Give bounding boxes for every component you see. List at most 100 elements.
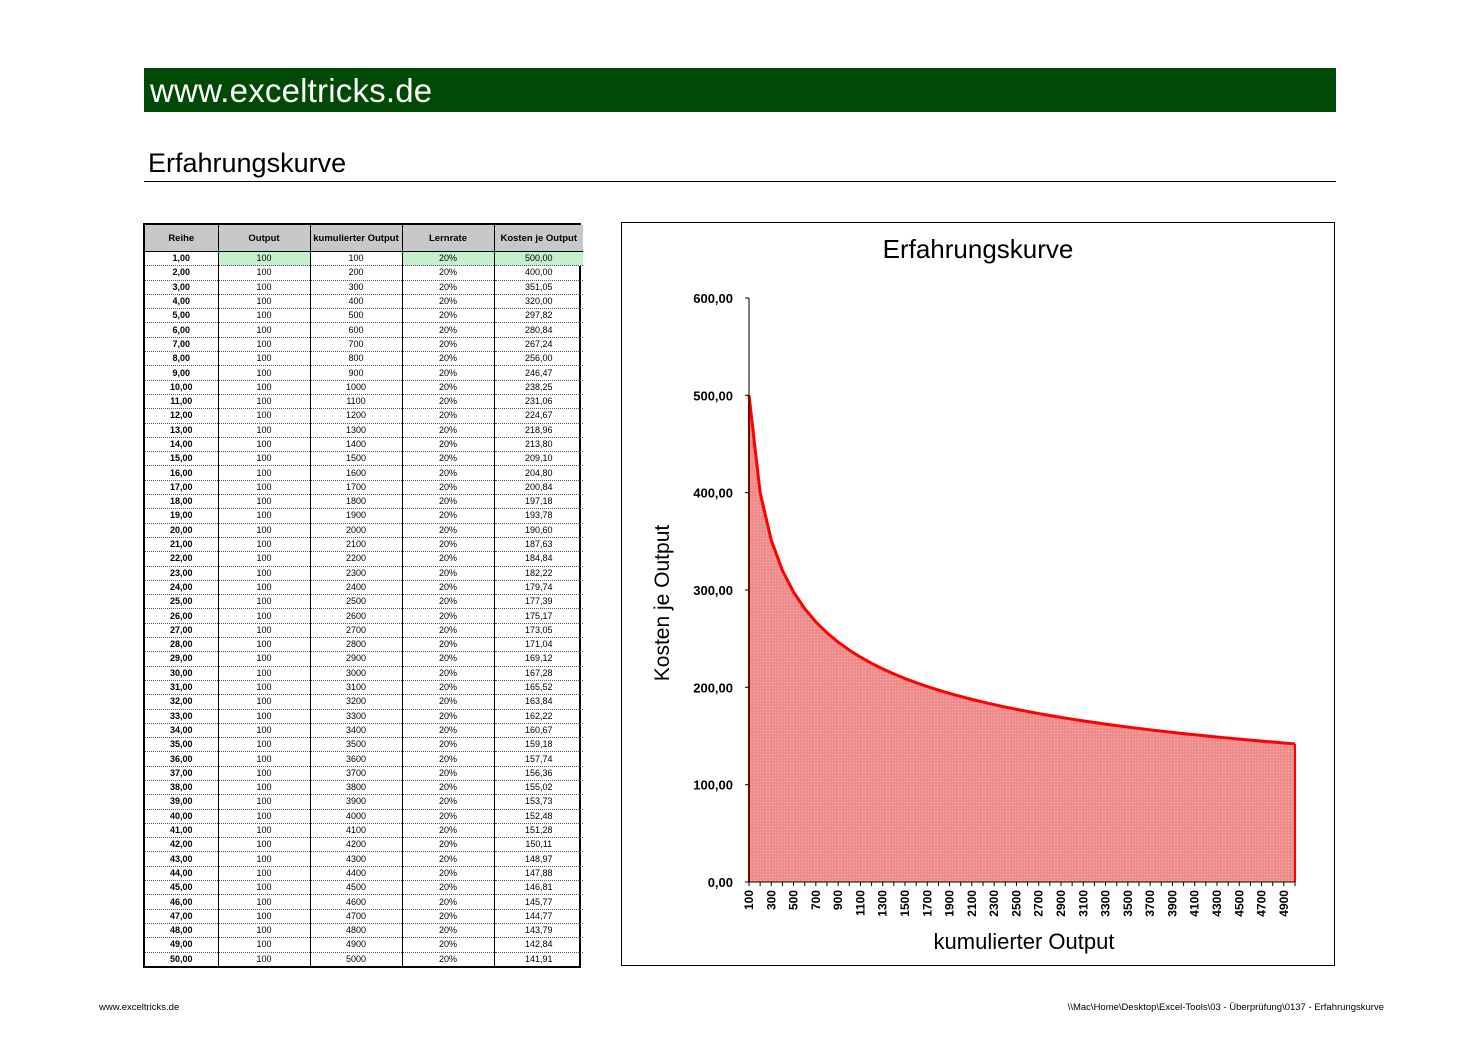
x-axis-label: kumulierter Output — [934, 929, 1115, 954]
site-banner: www.exceltricks.de — [144, 68, 1336, 112]
x-tick-label: 2500 — [1009, 890, 1023, 917]
cell-reihe: 13,00 — [145, 423, 219, 438]
cell-reihe: 49,00 — [145, 937, 219, 953]
footer-path: \\Mac\Home\Desktop\Excel-Tools\03 - Über… — [1067, 1002, 1384, 1013]
cell-kumulierter-output: 2700 — [310, 623, 403, 639]
table-row: 50,00 100 5000 20% 141,91 — [145, 952, 583, 966]
cell-kosten: 146,81 — [494, 880, 583, 896]
cell-kosten: 500,00 — [494, 251, 583, 267]
table-row: 27,00 100 2700 20% 173,05 — [145, 623, 583, 639]
cell-reihe: 27,00 — [145, 623, 219, 639]
cell-kosten: 167,28 — [494, 666, 583, 681]
title-divider — [144, 181, 1336, 182]
table-row: 20,00 100 2000 20% 190,60 — [145, 523, 583, 538]
table-row: 34,00 100 3400 20% 160,67 — [145, 723, 583, 739]
cell-reihe: 47,00 — [145, 909, 219, 924]
cell-kosten: 197,18 — [494, 494, 583, 510]
table-row: 49,00 100 4900 20% 142,84 — [145, 937, 583, 953]
cell-reihe: 16,00 — [145, 465, 219, 481]
cell-lernrate: 20% — [402, 923, 495, 939]
cell-kosten: 320,00 — [494, 294, 583, 310]
cell-lernrate: 20% — [402, 866, 495, 882]
cell-output: 100 — [218, 251, 311, 267]
cell-kosten: 177,39 — [494, 594, 583, 610]
cell-output: 100 — [218, 637, 311, 653]
cell-reihe: 36,00 — [145, 751, 219, 767]
cell-kosten: 147,88 — [494, 866, 583, 882]
column-header-kosten-je-output: Kosten je Output — [494, 225, 583, 252]
cell-output: 100 — [218, 952, 311, 966]
table-row: 13,00 100 1300 20% 218,96 — [145, 423, 583, 438]
x-tick-label: 3700 — [1143, 890, 1157, 917]
cell-kosten: 224,67 — [494, 408, 583, 424]
x-tick-label: 1900 — [943, 890, 957, 917]
chart-title: Erfahrungskurve — [883, 234, 1074, 264]
cell-reihe: 7,00 — [145, 337, 219, 353]
y-tick-label: 100,00 — [693, 778, 733, 793]
cell-lernrate: 20% — [402, 437, 495, 453]
cell-lernrate: 20% — [402, 280, 495, 295]
cell-reihe: 15,00 — [145, 451, 219, 467]
cell-lernrate: 20% — [402, 651, 495, 667]
cell-kosten: 280,84 — [494, 322, 583, 338]
cell-kosten: 144,77 — [494, 909, 583, 924]
table-row: 32,00 100 3200 20% 163,84 — [145, 694, 583, 710]
y-tick-label: 300,00 — [693, 583, 733, 598]
x-tick-label: 2900 — [1054, 890, 1068, 917]
x-tick-label: 1100 — [853, 890, 867, 916]
x-tick-label: 700 — [809, 890, 823, 910]
cell-kosten: 155,02 — [494, 780, 583, 796]
cell-output: 100 — [218, 566, 311, 581]
table-row: 17,00 100 1700 20% 200,84 — [145, 480, 583, 496]
cell-reihe: 39,00 — [145, 794, 219, 810]
cell-kumulierter-output: 3900 — [310, 794, 403, 810]
x-tick-label: 3300 — [1099, 890, 1113, 917]
x-tick-label: 100 — [742, 890, 756, 910]
cell-output: 100 — [218, 451, 311, 467]
cell-kosten: 173,05 — [494, 623, 583, 639]
cell-output: 100 — [218, 723, 311, 739]
footer-site: www.exceltricks.de — [99, 1002, 180, 1013]
cell-lernrate: 20% — [402, 494, 495, 510]
table-row: 39,00 100 3900 20% 153,73 — [145, 794, 583, 810]
cell-lernrate: 20% — [402, 465, 495, 481]
cell-reihe: 40,00 — [145, 809, 219, 824]
cell-kumulierter-output: 4400 — [310, 866, 403, 882]
table-row: 40,00 100 4000 20% 152,48 — [145, 809, 583, 824]
cell-reihe: 1,00 — [145, 251, 219, 267]
cell-lernrate: 20% — [402, 623, 495, 639]
cell-output: 100 — [218, 465, 311, 481]
cell-output: 100 — [218, 694, 311, 710]
cell-kosten: 193,78 — [494, 508, 583, 524]
table-row: 48,00 100 4800 20% 143,79 — [145, 923, 583, 939]
cell-output: 100 — [218, 894, 311, 910]
cell-kumulierter-output: 5000 — [310, 952, 403, 966]
cell-output: 100 — [218, 666, 311, 681]
cell-reihe: 48,00 — [145, 923, 219, 939]
x-tick-label: 500 — [787, 890, 801, 910]
cell-kumulierter-output: 2300 — [310, 566, 403, 581]
cell-lernrate: 20% — [402, 794, 495, 810]
cell-reihe: 25,00 — [145, 594, 219, 610]
cell-kumulierter-output: 4200 — [310, 837, 403, 853]
table-row: 21,00 100 2100 20% 187,63 — [145, 537, 583, 553]
cell-kumulierter-output: 3000 — [310, 666, 403, 681]
x-tick-label: 1300 — [876, 890, 890, 917]
cell-kosten: 143,79 — [494, 923, 583, 939]
cell-kumulierter-output: 4100 — [310, 823, 403, 839]
cell-output: 100 — [218, 937, 311, 953]
x-tick-label: 3900 — [1165, 890, 1179, 917]
cell-reihe: 46,00 — [145, 894, 219, 910]
cell-kumulierter-output: 2800 — [310, 637, 403, 653]
cell-kumulierter-output: 600 — [310, 322, 403, 338]
cell-kumulierter-output: 3300 — [310, 709, 403, 724]
cell-output: 100 — [218, 880, 311, 896]
cell-kumulierter-output: 4900 — [310, 937, 403, 953]
table-row: 14,00 100 1400 20% 213,80 — [145, 437, 583, 453]
series-line — [747, 395, 1296, 746]
table-row: 30,00 100 3000 20% 167,28 — [145, 666, 583, 681]
cell-kumulierter-output: 700 — [310, 337, 403, 353]
x-tick-label: 2700 — [1032, 890, 1046, 917]
cell-output: 100 — [218, 594, 311, 610]
table-row: 11,00 100 1100 20% 231,06 — [145, 394, 583, 410]
